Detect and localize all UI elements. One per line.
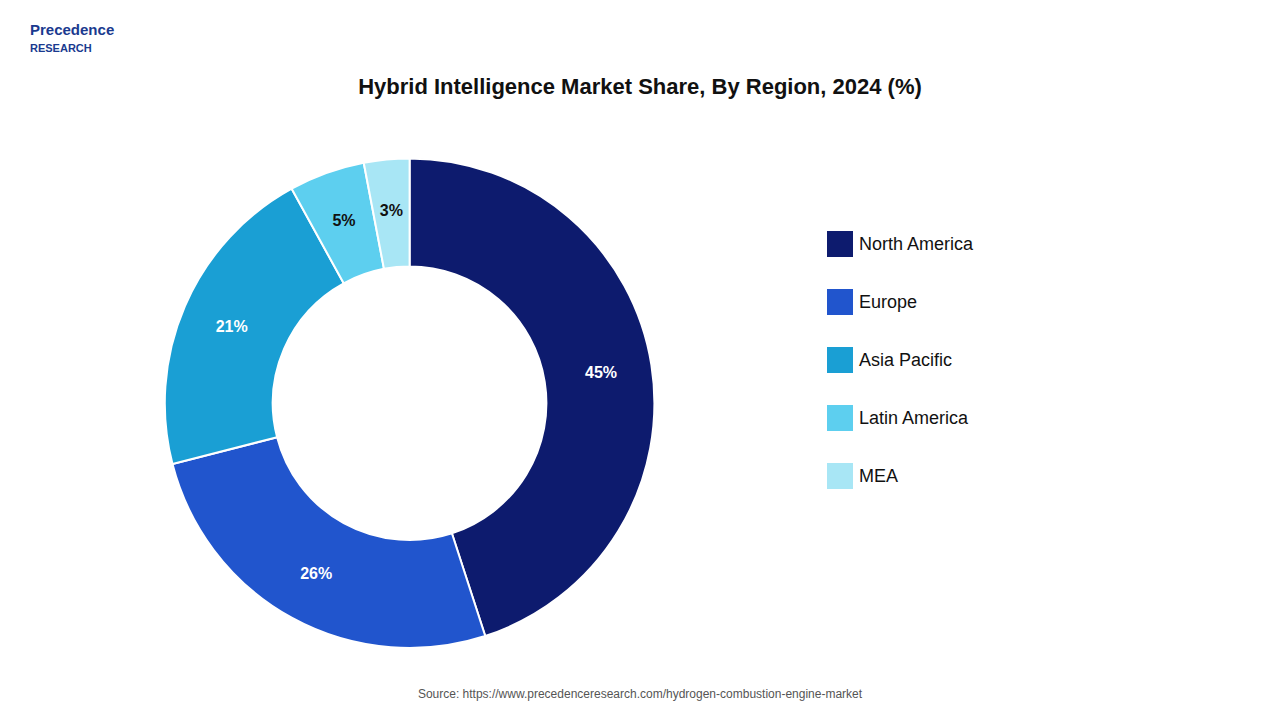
svg-text:21%: 21% bbox=[216, 318, 248, 335]
svg-text:MEA: MEA bbox=[859, 466, 898, 486]
svg-text:Hybrid Intelligence Market Sha: Hybrid Intelligence Market Share, By Reg… bbox=[358, 74, 922, 99]
svg-text:Source: https://www.precedence: Source: https://www.precedenceresearch.c… bbox=[418, 687, 863, 701]
svg-text:3%: 3% bbox=[380, 202, 403, 219]
svg-text:RESEARCH: RESEARCH bbox=[30, 42, 92, 54]
svg-text:45%: 45% bbox=[585, 364, 617, 381]
svg-text:Precedence: Precedence bbox=[30, 21, 114, 38]
svg-text:Asia Pacific: Asia Pacific bbox=[859, 350, 952, 370]
svg-text:Europe: Europe bbox=[859, 292, 917, 312]
svg-text:North America: North America bbox=[859, 234, 974, 254]
svg-text:26%: 26% bbox=[300, 565, 332, 582]
svg-text:5%: 5% bbox=[332, 212, 355, 229]
svg-text:Latin America: Latin America bbox=[859, 408, 969, 428]
